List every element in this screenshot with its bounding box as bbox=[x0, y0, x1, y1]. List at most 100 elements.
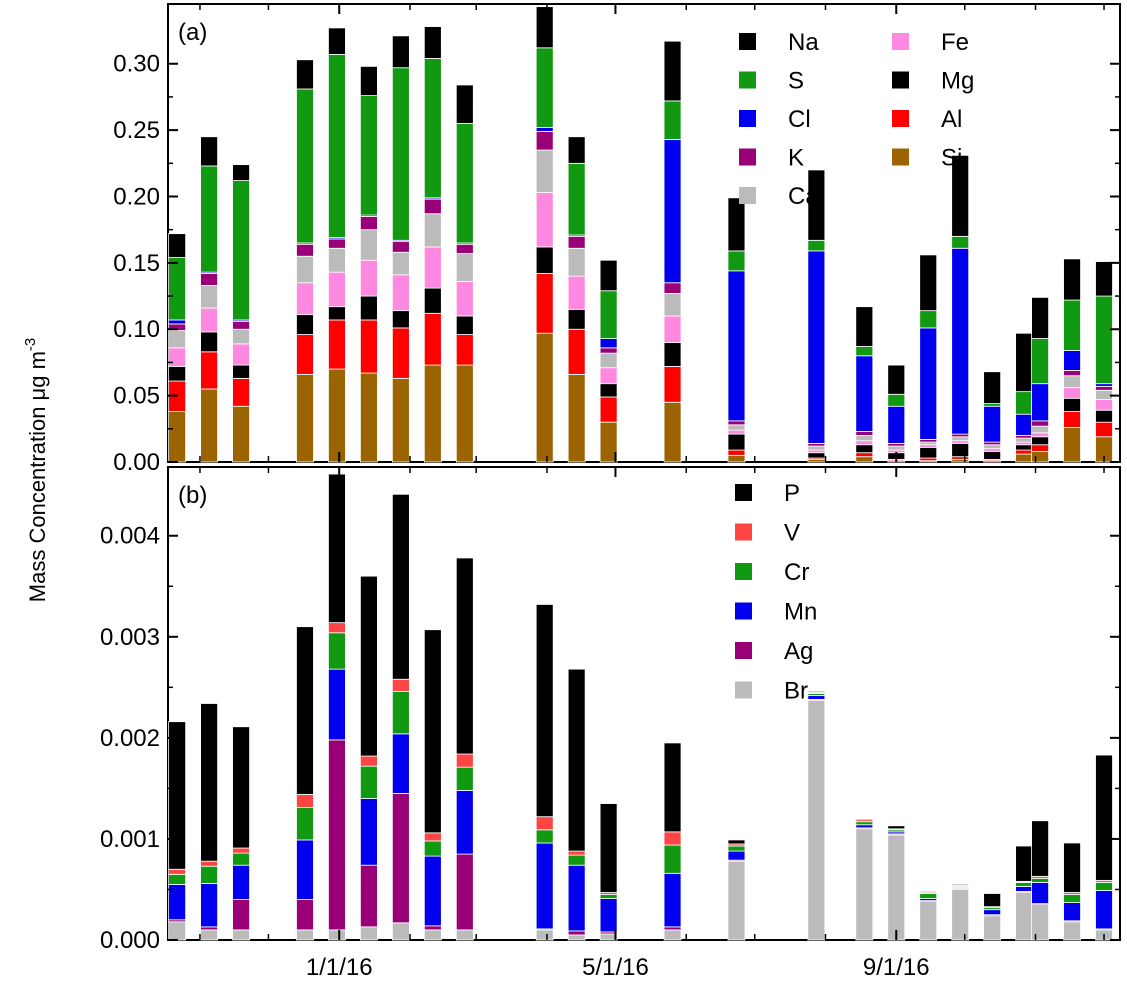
bar-b-br-0 bbox=[168, 921, 187, 941]
bar-a-k-3 bbox=[296, 243, 314, 257]
bar-a-s-14 bbox=[807, 239, 826, 252]
legend-label-al: Al bbox=[941, 106, 962, 133]
legend-label-mg: Mg bbox=[941, 68, 974, 95]
bar-b-cr-7 bbox=[423, 840, 442, 857]
bar-b-br-9 bbox=[535, 929, 554, 941]
bar-b-v-5 bbox=[359, 755, 378, 767]
bar-a-al-10 bbox=[567, 328, 586, 375]
bar-a-si-9 bbox=[535, 332, 554, 463]
bar-a-ca-20 bbox=[1015, 437, 1034, 443]
bar-a-k-7 bbox=[423, 198, 442, 215]
bar-a-s-5 bbox=[359, 95, 378, 216]
bar-a-mg-6 bbox=[391, 310, 410, 329]
bar-a-mg-19 bbox=[983, 450, 1002, 460]
y-tick-label: 0.25 bbox=[113, 117, 160, 144]
bar-b-p-20 bbox=[1015, 845, 1034, 882]
bar-a-mg-1 bbox=[200, 331, 218, 353]
panel-label-b: (b) bbox=[178, 482, 207, 509]
legend-label-br: Br bbox=[784, 678, 808, 705]
bar-a-si-8 bbox=[455, 364, 474, 463]
bar-b-p-22 bbox=[1063, 842, 1081, 893]
bar-b-mn-1 bbox=[200, 883, 218, 928]
bar-a-na-20 bbox=[1015, 332, 1034, 393]
bar-a-al-8 bbox=[455, 334, 474, 366]
bar-b-br-19 bbox=[983, 915, 1002, 941]
bar-a-k-8 bbox=[455, 243, 474, 254]
bar-a-cl-16 bbox=[887, 405, 906, 444]
bar-a-cl-20 bbox=[1015, 413, 1034, 436]
bar-a-na-1 bbox=[200, 136, 218, 167]
bar-b-mn-15 bbox=[855, 824, 874, 829]
bar-b-cr-11 bbox=[599, 894, 618, 899]
panel-label-a: (a) bbox=[178, 19, 207, 46]
bar-b-cr-2 bbox=[232, 852, 250, 866]
x-axis-b: 1/1/16 5/1/16 9/1/16 bbox=[199, 467, 1105, 981]
legend-swatch-na bbox=[739, 33, 756, 50]
bar-b-br-4 bbox=[328, 929, 346, 941]
y-tick-label: 0.15 bbox=[113, 250, 160, 277]
bar-a-cl-17 bbox=[919, 327, 938, 440]
bar-b-p-2 bbox=[232, 726, 250, 849]
bar-a-s-9 bbox=[535, 47, 554, 128]
bar-a-cl-18 bbox=[951, 247, 970, 435]
bar-b-ag-10 bbox=[567, 930, 586, 936]
bar-a-k-15 bbox=[855, 431, 874, 436]
legend-label-mn: Mn bbox=[784, 599, 817, 626]
bar-a-na-9 bbox=[535, 6, 554, 49]
bar-b-v-2 bbox=[232, 847, 250, 854]
legend-label-cr: Cr bbox=[784, 559, 809, 586]
bar-b-mn-7 bbox=[423, 855, 442, 927]
bar-a-na-19 bbox=[983, 371, 1002, 404]
bar-a-al-2 bbox=[232, 377, 250, 407]
bar-a-fe-12 bbox=[663, 315, 682, 343]
bar-b-p-12 bbox=[663, 742, 682, 833]
bar-b-p-19 bbox=[983, 893, 1002, 908]
bar-b-br-16 bbox=[887, 834, 906, 941]
bar-a-ca-0 bbox=[168, 330, 187, 349]
bar-a-k-21 bbox=[1031, 420, 1049, 427]
legend-swatch-mn bbox=[735, 602, 752, 620]
bar-a-mg-3 bbox=[296, 314, 314, 335]
bar-a-al-5 bbox=[359, 319, 378, 374]
bar-a-cl-22 bbox=[1063, 350, 1081, 371]
bar-a-na-10 bbox=[567, 136, 586, 164]
bar-b-cr-10 bbox=[567, 854, 586, 866]
bar-a-si-12 bbox=[663, 401, 682, 463]
bar-a-si-13 bbox=[727, 454, 746, 463]
bar-a-ca-5 bbox=[359, 229, 378, 261]
bar-b-v-4 bbox=[328, 622, 346, 634]
legend-swatch-k bbox=[739, 148, 756, 166]
bar-a-al-15 bbox=[855, 452, 874, 458]
bar-a-fe-13 bbox=[727, 429, 746, 435]
bar-a-al-9 bbox=[535, 273, 554, 334]
bar-b-p-18 bbox=[951, 884, 970, 886]
bar-a-mg-20 bbox=[1015, 444, 1034, 451]
bar-b-cr-20 bbox=[1015, 881, 1034, 887]
bar-b-p-15 bbox=[855, 818, 874, 821]
y-tick-label: 0.001 bbox=[100, 826, 160, 853]
bar-a-mg-5 bbox=[359, 295, 378, 321]
bar-b-ag-5 bbox=[359, 864, 378, 928]
bar-a-k-10 bbox=[567, 235, 586, 249]
y-tick-label: 0.003 bbox=[100, 624, 160, 651]
bar-b-cr-1 bbox=[200, 865, 218, 884]
bar-a-al-7 bbox=[423, 312, 442, 366]
bar-b-mn-6 bbox=[391, 733, 410, 794]
bar-b-br-15 bbox=[855, 828, 874, 941]
bar-a-mg-15 bbox=[855, 444, 874, 454]
bar-b-mn-21 bbox=[1031, 881, 1049, 905]
bar-a-al-13 bbox=[727, 449, 746, 456]
bar-b-br-5 bbox=[359, 926, 378, 941]
bar-a-fe-20 bbox=[1015, 441, 1034, 446]
bar-a-ca-8 bbox=[455, 253, 474, 282]
bar-a-ca-12 bbox=[663, 292, 682, 317]
bar-b-br-21 bbox=[1031, 904, 1049, 941]
bar-b-ag-7 bbox=[423, 925, 442, 931]
bar-a-si-4 bbox=[328, 368, 346, 463]
bar-a-fe-2 bbox=[232, 343, 250, 366]
bar-b-br-14 bbox=[807, 700, 826, 941]
bar-b-mn-2 bbox=[232, 864, 250, 900]
bar-a-cl-9 bbox=[535, 127, 554, 132]
bar-a-s-12 bbox=[663, 100, 682, 140]
